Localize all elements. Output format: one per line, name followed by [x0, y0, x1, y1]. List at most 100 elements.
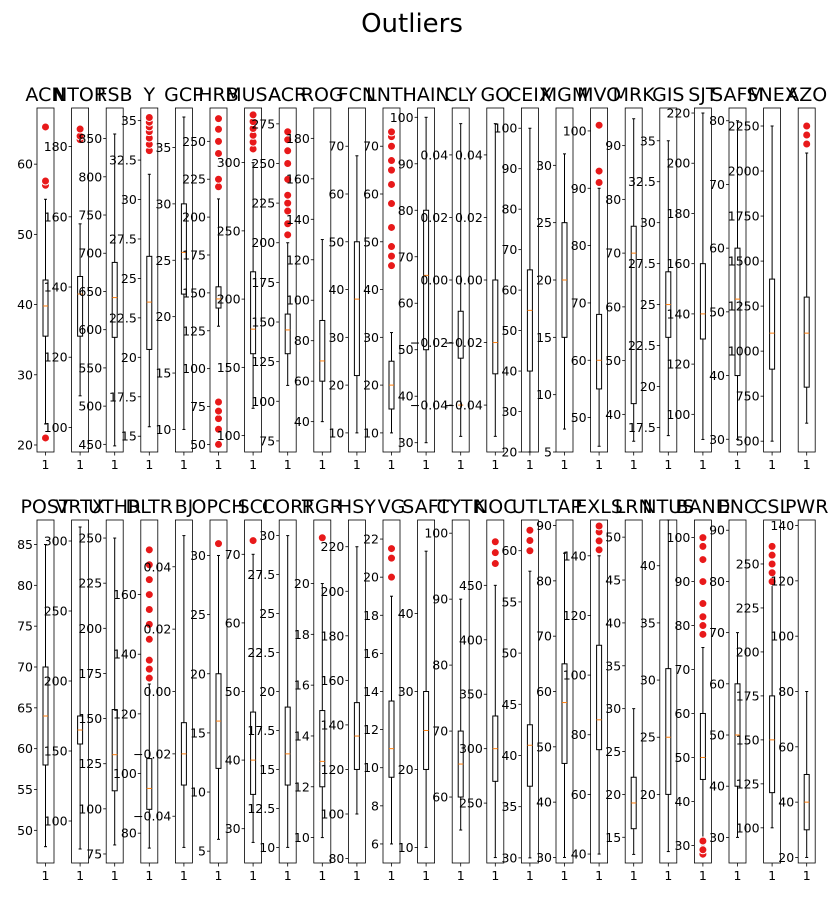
y-tick-label: 60 [432, 790, 448, 805]
outlier-point [594, 178, 604, 188]
y-tick-label: 100 [286, 293, 310, 308]
y-tick-label: 35 [640, 133, 656, 148]
outlier-point [283, 219, 293, 229]
y-tick-label: 225 [78, 576, 102, 591]
subplot-lrn: LRN 15 20 25 30 35 40 45 50 1 [605, 496, 652, 883]
y-tick-label: 35 [155, 140, 171, 155]
y-tick-label: 140 [770, 518, 794, 533]
y-tick-label: 30 [640, 673, 656, 688]
outlier-point [283, 230, 293, 240]
x-tick-label: 1 [76, 457, 84, 472]
y-tick-label: 140 [563, 548, 587, 563]
x-tick-label: 1 [699, 868, 707, 883]
y-tick-label: 200 [251, 235, 275, 250]
y-tick-label: 12 [294, 779, 310, 794]
y-tick-label: 60 [17, 157, 33, 172]
x-tick-label: 1 [768, 457, 776, 472]
outlier-point [144, 604, 154, 614]
y-tick-label: 60 [709, 676, 725, 691]
y-tick-label: 125 [182, 323, 206, 338]
y-tick-label: 10 [155, 422, 171, 437]
subplot-enc: ENC 30 40 50 60 70 80 90 1 [709, 496, 757, 883]
outlier-point [248, 110, 258, 120]
y-tick-label: −0.02 [133, 746, 171, 761]
x-tick-label: 1 [734, 868, 742, 883]
y-tick-label: −0.04 [444, 398, 482, 413]
y-tick-label: 180 [44, 139, 68, 154]
subplot-title: SNEX [746, 84, 797, 106]
subplot-title: VG [378, 496, 406, 518]
y-tick-label: 22.5 [109, 310, 137, 325]
y-tick-label: 250 [182, 134, 206, 149]
y-tick-label: 80 [432, 658, 448, 673]
box-iqr [388, 700, 395, 778]
box-iqr [630, 225, 637, 405]
x-tick-label: 1 [664, 457, 672, 472]
box-iqr [146, 758, 153, 810]
y-tick-label: 250 [736, 556, 760, 571]
outlier-point [214, 539, 223, 549]
y-tick-label: 80 [501, 202, 517, 217]
y-tick-label: 35 [640, 615, 656, 630]
x-tick-label: 1 [388, 457, 396, 472]
y-tick-label: 16 [294, 678, 310, 693]
subplot-sjt: SJT 100 120 140 160 180 200 220 1 [667, 84, 718, 472]
subplot-utl: UTL 30 35 40 45 50 55 60 1 [501, 496, 548, 883]
y-tick-label: 40 [225, 753, 241, 768]
subplot-title: UTL [512, 496, 549, 518]
y-tick-label: 60 [398, 296, 414, 311]
y-tick-label: 250 [251, 156, 275, 171]
y-tick-label: 160 [321, 673, 345, 688]
y-tick-label: 60 [328, 187, 344, 202]
y-tick-label: 90 [709, 523, 725, 538]
y-tick-label: 10 [536, 387, 552, 402]
y-tick-label: 80 [709, 574, 725, 589]
outlier-point [144, 664, 154, 674]
outlier-point [698, 621, 708, 631]
outlier-point [214, 114, 223, 124]
outlier-point [698, 577, 708, 587]
y-tick-label: 30 [501, 850, 517, 865]
y-tick-label: 25 [640, 297, 656, 312]
subplot-title: SCI [238, 496, 269, 518]
y-tick-label: 40 [605, 615, 621, 630]
x-tick-label: 1 [803, 457, 811, 472]
subplot-pwr: PWR 20 40 60 80 100 120 140 1 [770, 496, 828, 883]
y-tick-label: 100 [736, 820, 760, 835]
y-tick-label: 20 [501, 445, 517, 460]
outlier-point [283, 174, 293, 184]
y-tick-label: 70 [709, 177, 725, 192]
subplot-acn: ACN 20 30 40 50 60 1 [17, 84, 65, 472]
y-tick-label: 100 [770, 629, 794, 644]
box-iqr [319, 319, 326, 382]
y-tick-label: 17.5 [247, 723, 275, 738]
y-tick-label: 90 [398, 156, 414, 171]
outlier-point [525, 546, 535, 556]
outlier-point [387, 156, 396, 166]
y-tick-label: 32.5 [109, 153, 137, 168]
y-tick-label: 250 [217, 223, 241, 238]
y-tick-label: 700 [78, 246, 102, 261]
outlier-point [767, 541, 777, 551]
subplot-noc: NOC 250 300 350 400 450 1 [459, 496, 517, 883]
x-tick-label: 1 [318, 868, 326, 883]
outlier-point [387, 242, 396, 252]
y-tick-label: 150 [217, 360, 241, 375]
box-iqr [769, 695, 776, 794]
subplot-title: POST [20, 496, 70, 518]
y-tick-label: 30 [17, 367, 33, 382]
y-tick-label: 120 [563, 608, 587, 623]
x-tick-label: 1 [699, 457, 707, 472]
y-tick-label: 100 [78, 801, 102, 816]
outlier-point [283, 146, 293, 156]
box-iqr [803, 296, 810, 388]
box-iqr [561, 663, 568, 764]
y-tick-label: 30 [605, 701, 621, 716]
y-tick-label: 5 [544, 445, 552, 460]
y-tick-label: 100 [182, 361, 206, 376]
y-tick-label: 120 [770, 573, 794, 588]
outlier-point [802, 130, 812, 140]
x-tick-label: 1 [42, 868, 50, 883]
outlier-point [698, 541, 708, 551]
subplot-title: LRN [615, 496, 653, 518]
